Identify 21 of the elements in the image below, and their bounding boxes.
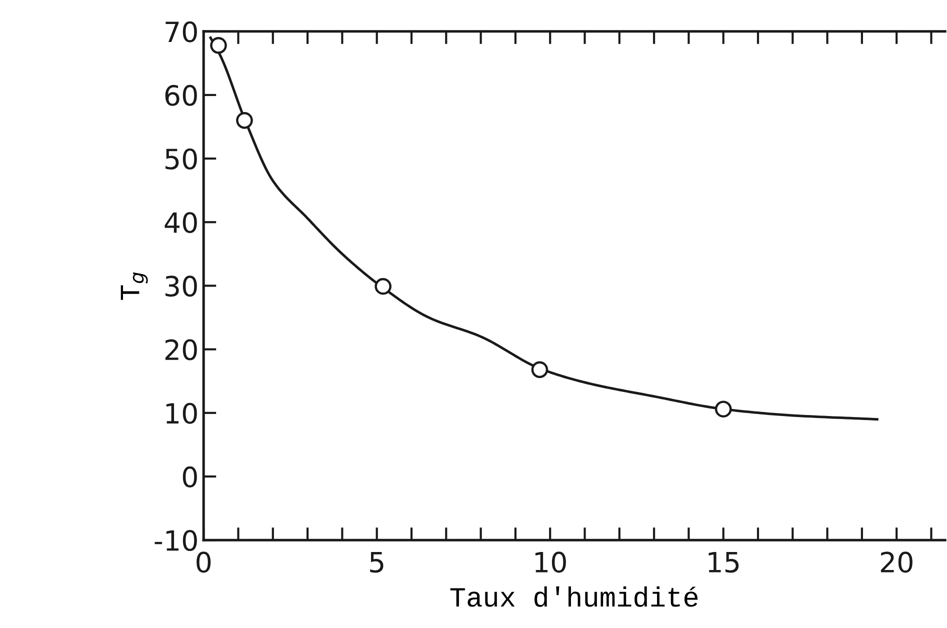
y-axis-title: T$_{g}$ (120, 272, 148, 300)
y-tick-label: 40 (164, 212, 197, 234)
x-tick-label: 5 (370, 552, 384, 573)
x-tick-label: 20 (880, 552, 912, 573)
point (714, 400, 732, 418)
point (236, 112, 253, 129)
y-tick-label: 50 (166, 148, 197, 170)
x-tick-label: 15 (708, 552, 739, 573)
y-tick-label: 70 (166, 21, 197, 42)
point (210, 36, 227, 54)
y-tick-label: 20 (165, 339, 197, 360)
point (531, 361, 548, 378)
y-tick-label: -10 (154, 530, 197, 552)
y-tick-label: 60 (165, 84, 197, 106)
y-tick-label: 30 (166, 276, 197, 297)
x-tick-label: 0 (196, 552, 211, 573)
x-tick-label: 10 (535, 552, 566, 573)
point (374, 278, 392, 295)
y-tick-label: 10 (166, 402, 197, 424)
y-tick-label: 0 (182, 466, 197, 488)
x-axis-title: Taux d'humidité (450, 586, 698, 607)
